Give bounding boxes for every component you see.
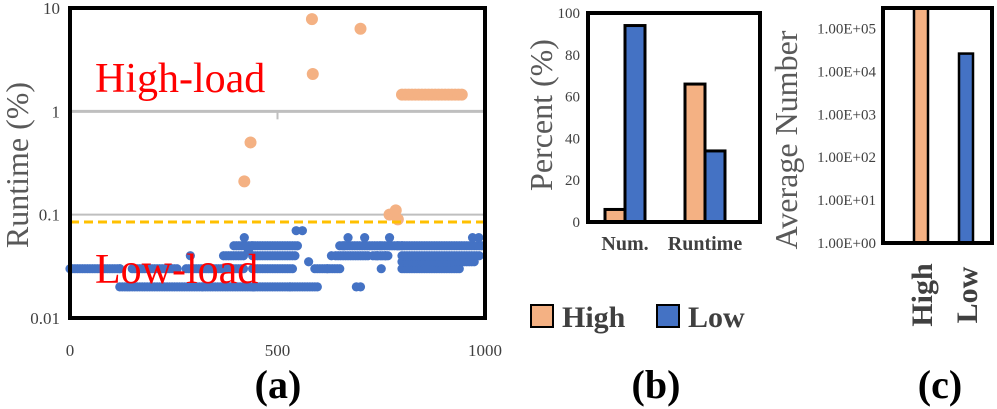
data-point-low <box>376 264 386 274</box>
data-point-low <box>304 257 314 267</box>
data-point-low <box>355 282 366 292</box>
data-point-low <box>393 241 403 251</box>
y-axis-label-a: Runtime (%) <box>0 82 35 248</box>
bar-high <box>912 6 930 245</box>
y-tick-label: 0 <box>573 215 581 231</box>
y-tick-label: 20 <box>565 173 580 189</box>
legend-swatch-low <box>656 304 680 328</box>
data-point-low <box>474 251 484 261</box>
panel-label-c: (c) <box>918 362 962 407</box>
y-tick-label: 1.00E+05 <box>817 21 876 37</box>
y-tick-label: 100 <box>558 6 581 22</box>
data-point-high <box>238 175 251 188</box>
data-point-low <box>297 226 307 236</box>
data-point-low <box>172 264 182 274</box>
data-point-low <box>384 232 395 243</box>
data-point-low <box>474 232 484 243</box>
plot-frame-c <box>881 6 994 245</box>
data-point-low <box>360 232 370 243</box>
y-tick-label: 10 <box>43 0 60 18</box>
panel-b: 0 20 40 60 80 100 Num. Runtime Percent (%) (b) <box>523 6 762 407</box>
data-point-low <box>335 264 345 274</box>
data-point-high <box>244 136 257 149</box>
y-axis-label-b: Percent (%) <box>523 39 559 191</box>
panel-a: High-load Low-load 0.01 0.1 1 10 0 500 1000 Runti… <box>0 0 502 407</box>
x-tick-label: 0 <box>66 341 75 360</box>
category-label: High <box>906 263 939 327</box>
data-point-low <box>380 251 390 261</box>
data-point-low <box>339 241 349 251</box>
data-point-low <box>243 245 254 256</box>
data-point-low <box>292 241 303 251</box>
data-point-low <box>185 251 195 261</box>
y-tick-label: 1.00E+01 <box>817 193 876 209</box>
panel-label-a: (a) <box>255 362 302 407</box>
y-tick-label: 1.00E+00 <box>817 236 876 252</box>
panel-label-b: (b) <box>632 362 681 407</box>
region-label-low: Low-load <box>95 247 258 293</box>
y-tick-label: 0.01 <box>30 309 60 328</box>
series-high <box>238 13 468 226</box>
data-point-low <box>287 264 298 274</box>
y-tick-label: 1.00E+03 <box>817 107 876 123</box>
data-point-low <box>454 264 464 274</box>
x-tick-label: 1000 <box>468 341 502 360</box>
series-low <box>65 226 487 292</box>
bar-low <box>623 24 647 224</box>
data-point-high <box>455 88 468 101</box>
plot-frame-a <box>68 6 487 320</box>
y-tick-label: 40 <box>565 131 580 147</box>
data-point-high <box>391 213 404 226</box>
data-point-low <box>343 232 353 243</box>
region-label-high: High-load <box>95 56 265 102</box>
data-point-high <box>305 13 318 26</box>
data-point-low <box>115 264 125 274</box>
data-point-low <box>238 264 249 274</box>
legend-label-high: High <box>562 301 626 334</box>
bar-high <box>683 82 707 224</box>
legend: High Low <box>530 301 745 334</box>
data-point-low <box>372 251 382 261</box>
category-label: Runtime <box>668 233 743 255</box>
data-point-low <box>322 264 332 274</box>
data-point-low <box>312 282 322 292</box>
panel-c: 1.00E+00 1.00E+01 1.00E+02 1.00E+03 1.00E+04… <box>768 6 994 407</box>
data-point-low <box>326 251 337 261</box>
y-tick-label: 1 <box>52 102 61 121</box>
data-point-high <box>354 22 367 35</box>
data-point-low <box>290 251 300 261</box>
y-axis-label-c: Average Number <box>768 30 804 249</box>
y-tick-label: 60 <box>565 90 580 106</box>
data-point-low <box>239 232 249 243</box>
data-point-high <box>306 67 319 80</box>
data-point-high <box>389 204 402 217</box>
category-label: Num. <box>601 233 648 255</box>
plot-frame-b <box>586 11 762 224</box>
legend-label-low: Low <box>688 301 745 334</box>
x-tick-label: 500 <box>265 341 291 360</box>
legend-swatch-high <box>530 304 554 328</box>
y-tick-label: 1.00E+04 <box>817 64 876 80</box>
y-tick-label: 1.00E+02 <box>817 150 876 166</box>
y-tick-label: 0.1 <box>39 206 60 225</box>
bar-low <box>703 149 727 224</box>
y-tick-label: 80 <box>565 48 580 64</box>
bar-low <box>957 52 975 245</box>
category-label: Low <box>951 266 984 323</box>
